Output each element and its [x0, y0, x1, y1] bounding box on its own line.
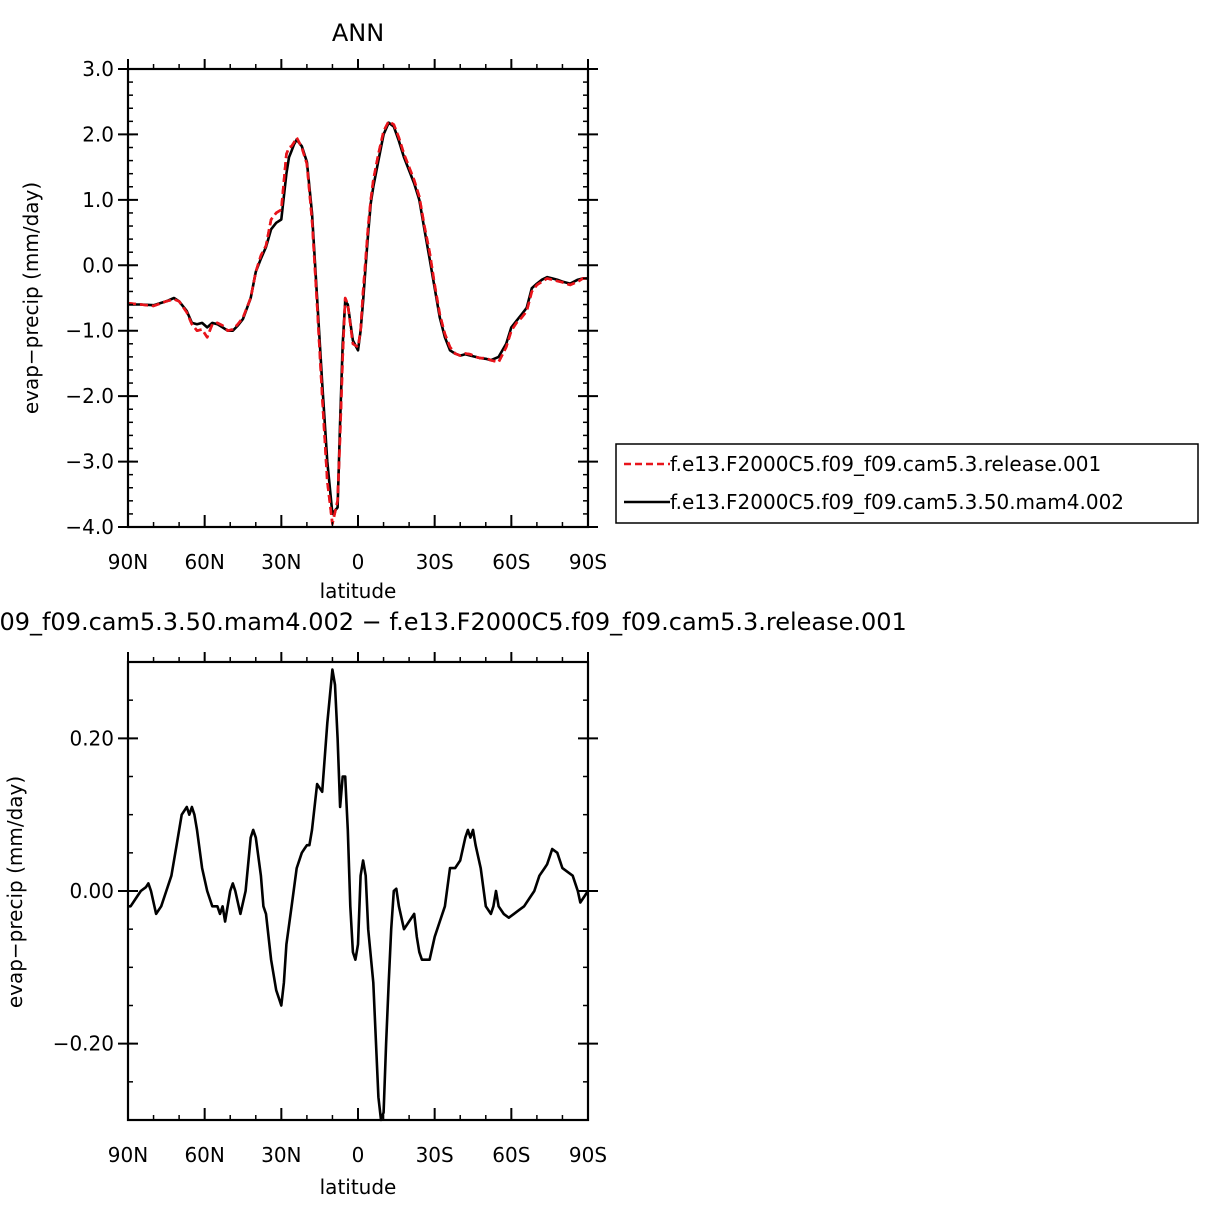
legend-label-mam4: f.e13.F2000C5.f09_f09.cam5.3.50.mam4.002: [670, 490, 1124, 514]
top-chart-title: ANN: [332, 19, 384, 47]
plot-frame-1: [126, 660, 590, 1122]
series-line-0-1: [128, 121, 588, 516]
y-tick-label: −2.0: [65, 384, 114, 408]
x-tick-label: 60S: [492, 1143, 530, 1167]
x-tick-label: 60N: [184, 550, 224, 574]
x-tick-label: 30S: [416, 1143, 454, 1167]
y-tick-label: 1.0: [82, 188, 114, 212]
x-tick-label: 90N: [108, 550, 148, 574]
y-tick-label: 3.0: [82, 57, 114, 81]
top-panel: ANN 90N 60N 30N 0 30S 60S 90S 3.0 2.0 1.0 0.0 −1.0 −…: [19, 19, 607, 603]
legend-label-release: f.e13.F2000C5.f09_f09.cam5.3.release.001: [670, 452, 1101, 476]
y-tick-label: 0.0: [82, 253, 114, 277]
x-tick-label: 60S: [492, 550, 530, 574]
y-tick-label: −3.0: [65, 450, 114, 474]
series-line-1-0: [128, 668, 590, 1122]
bottom-y-axis-label: evap−precip (mm/day): [3, 776, 27, 1008]
y-tick-label: 0.20: [69, 726, 114, 750]
series-line-0-0: [127, 120, 588, 525]
y-tick-label: 0.00: [69, 879, 114, 903]
top-y-axis-label: evap−precip (mm/day): [19, 182, 43, 414]
legend: f.e13.F2000C5.f09_f09.cam5.3.release.001…: [615, 443, 1199, 524]
x-tick-label: 30N: [261, 1143, 301, 1167]
y-tick-label: −1.0: [65, 319, 114, 343]
x-tick-label: 0: [352, 1143, 365, 1167]
x-tick-label: 30S: [416, 550, 454, 574]
x-tick-label: 90S: [569, 1143, 607, 1167]
plot-frame-0: [126, 67, 590, 529]
bottom-panel: f.e13.F2000C5.f09_f09.cam5.3.50.mam4.002…: [0, 608, 907, 1199]
bottom-chart-marks: 90N 60N 30N 0 30S 60S 90S 0.20 0.00 −0.20: [53, 652, 607, 1167]
top-x-axis-label: latitude: [320, 579, 397, 603]
top-chart-marks: 90N 60N 30N 0 30S 60S 90S 3.0 2.0 1.0 0.0 −1.0 −2.0 −…: [65, 57, 607, 574]
x-tick-label: 60N: [184, 1143, 224, 1167]
y-tick-label: −0.20: [53, 1032, 114, 1056]
x-tick-label: 30N: [261, 550, 301, 574]
bottom-x-axis-label: latitude: [320, 1175, 397, 1199]
legend-box: [615, 443, 1199, 524]
y-tick-label: 2.0: [82, 122, 114, 146]
x-tick-label: 90S: [569, 550, 607, 574]
bottom-chart-title: f.e13.F2000C5.f09_f09.cam5.3.50.mam4.002…: [0, 608, 907, 636]
y-tick-label: −4.0: [65, 515, 114, 539]
x-tick-label: 90N: [108, 1143, 148, 1167]
series-line-0-0-overlay: [127, 120, 588, 525]
x-tick-label: 0: [352, 550, 365, 574]
